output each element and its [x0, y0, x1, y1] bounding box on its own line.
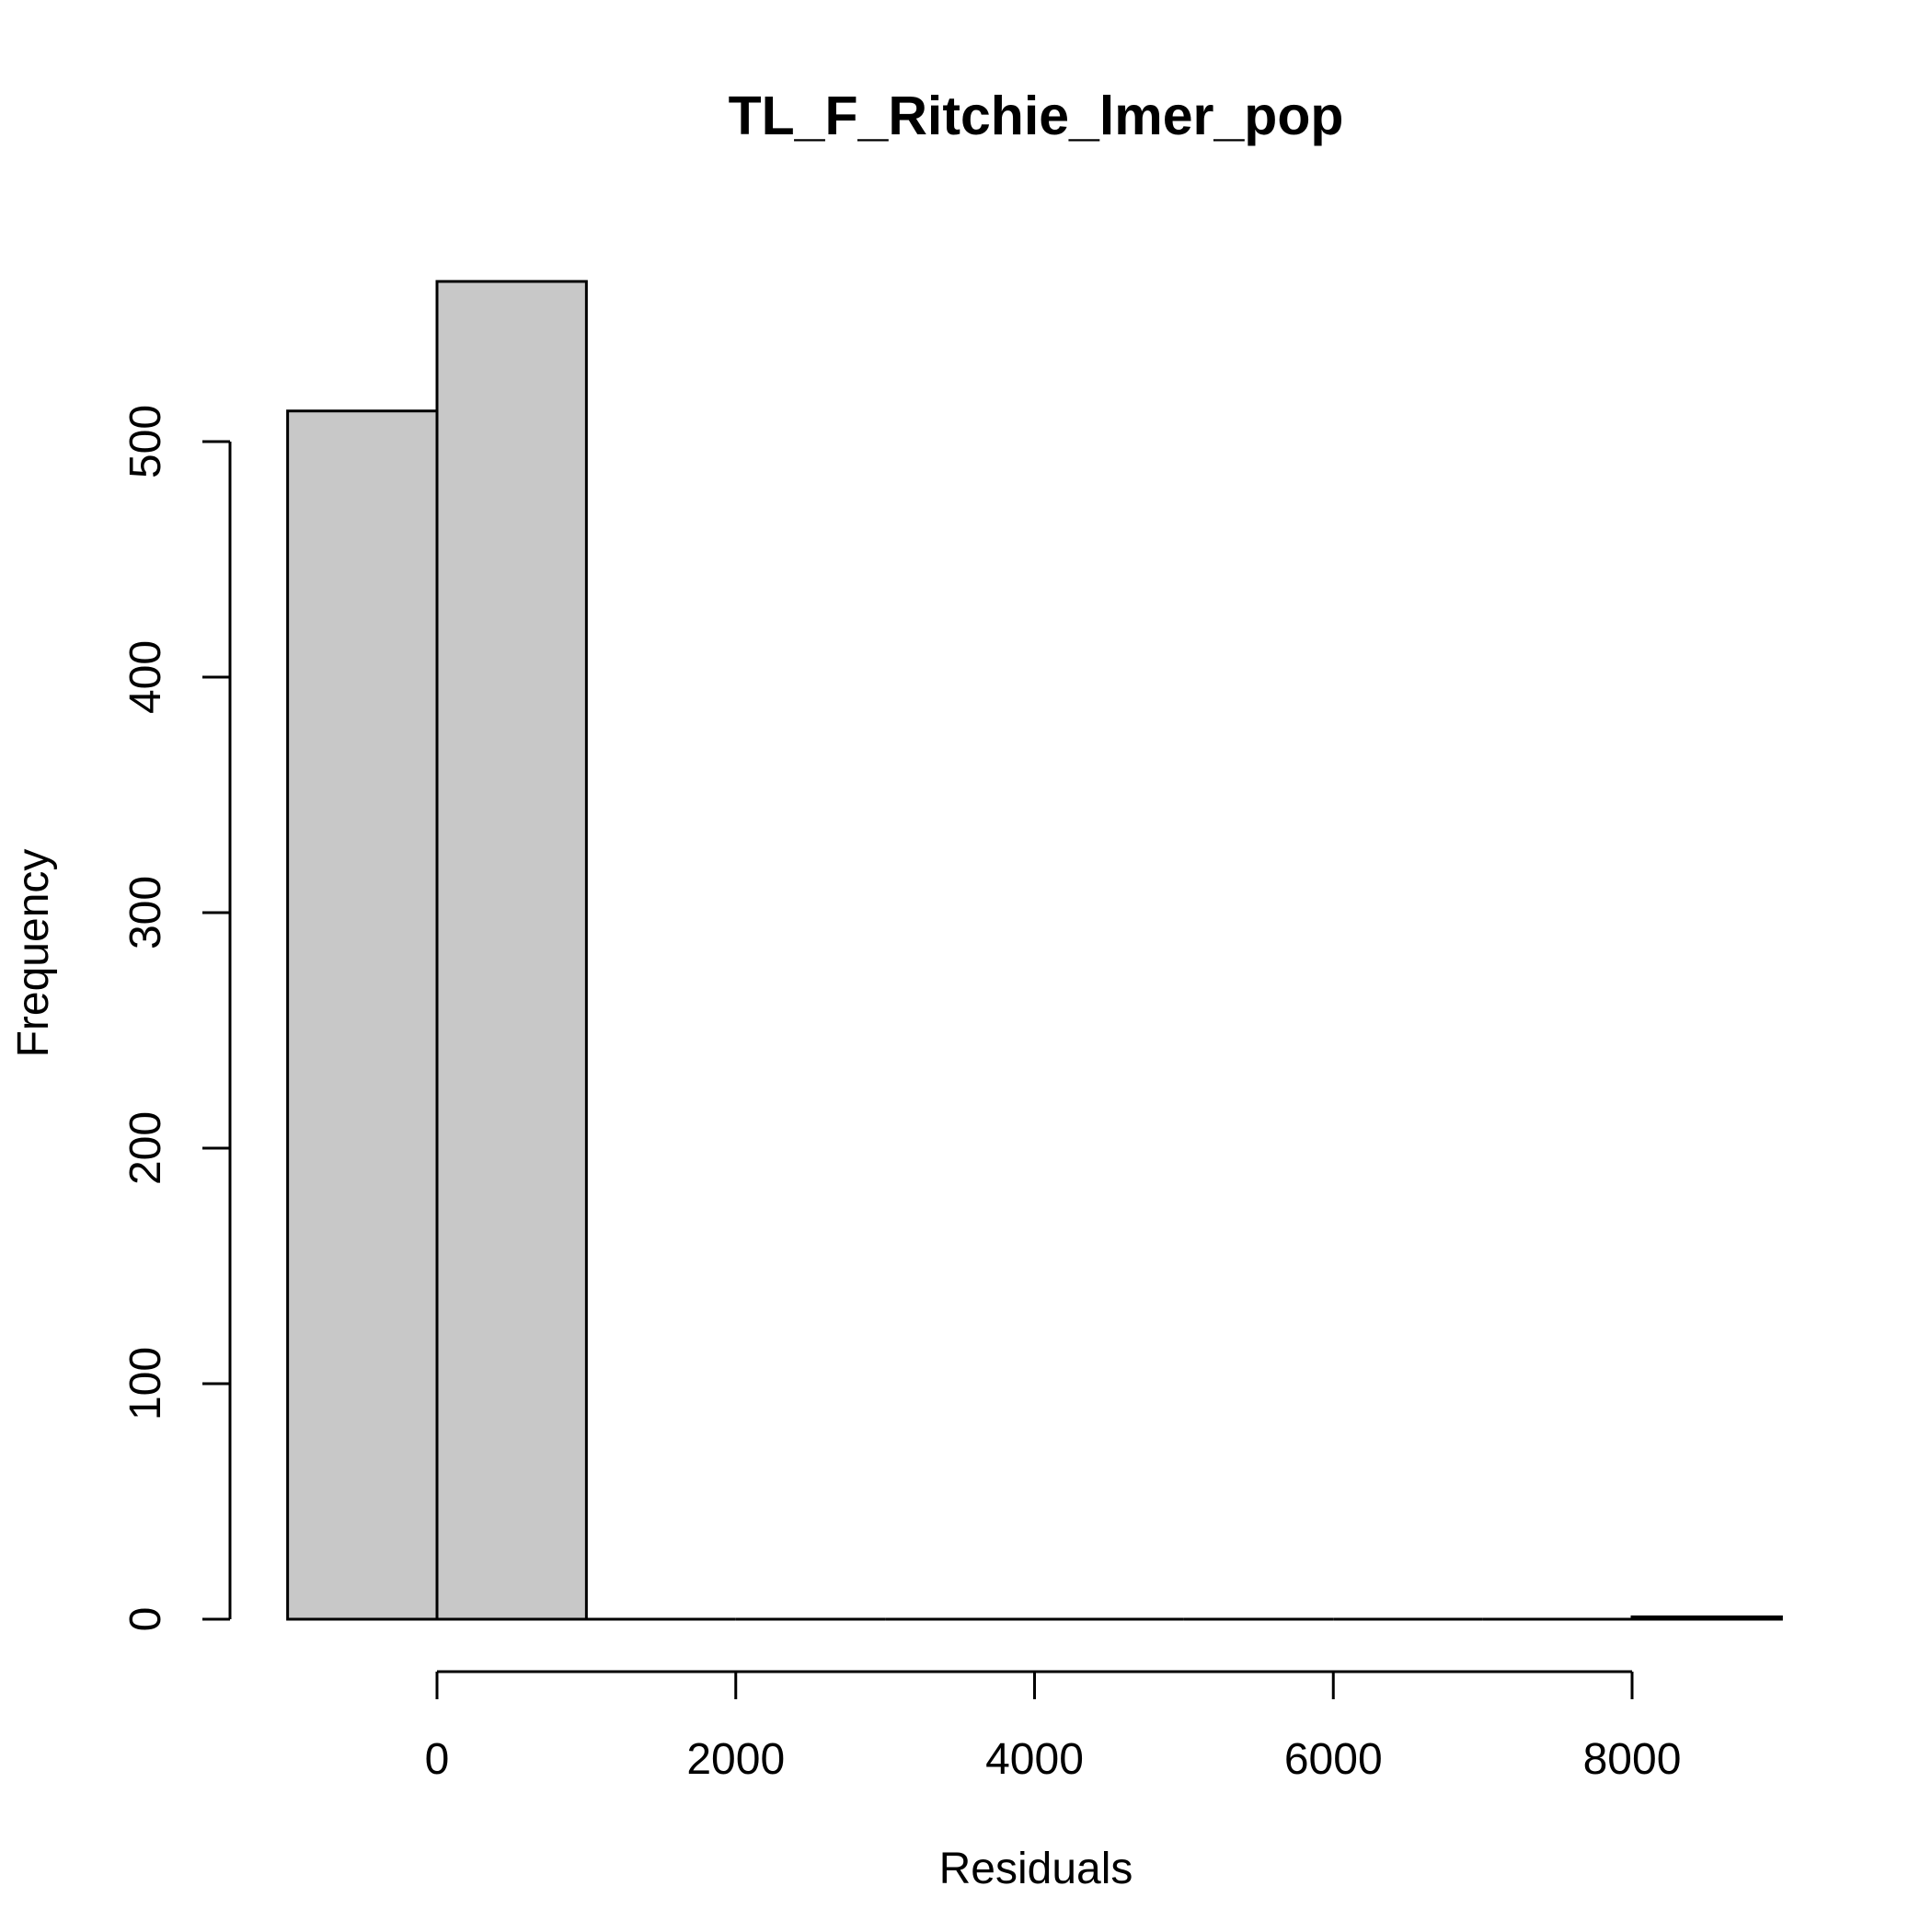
histogram-bar: [1630, 1615, 1783, 1621]
histogram-bar: [286, 409, 439, 1621]
bars-group: [286, 280, 1783, 1621]
y-tick-label: 0: [121, 1607, 170, 1632]
y-tick-label: 400: [121, 640, 170, 714]
x-tick-label: 6000: [1284, 1735, 1383, 1784]
y-tick-label: 200: [121, 1111, 170, 1185]
y-tick-label: 500: [121, 405, 170, 478]
x-tick-label: 2000: [686, 1735, 785, 1784]
histogram-bar: [435, 280, 588, 1621]
x-tick-label: 0: [425, 1735, 450, 1784]
x-axis: 0 2000 4000 6000 8000: [425, 1670, 1682, 1784]
x-axis-label: Residuals: [939, 1845, 1133, 1893]
y-axis-label: Frequency: [9, 849, 58, 1058]
x-tick-label: 8000: [1583, 1735, 1682, 1784]
chart-title: TL_F_Ritchie_lmer_pop: [729, 86, 1344, 146]
x-tick-label: 4000: [985, 1735, 1084, 1784]
y-tick-label: 100: [121, 1347, 170, 1420]
y-tick-label: 300: [121, 876, 170, 949]
y-axis: 0 100 200 300 400 500: [121, 405, 232, 1632]
